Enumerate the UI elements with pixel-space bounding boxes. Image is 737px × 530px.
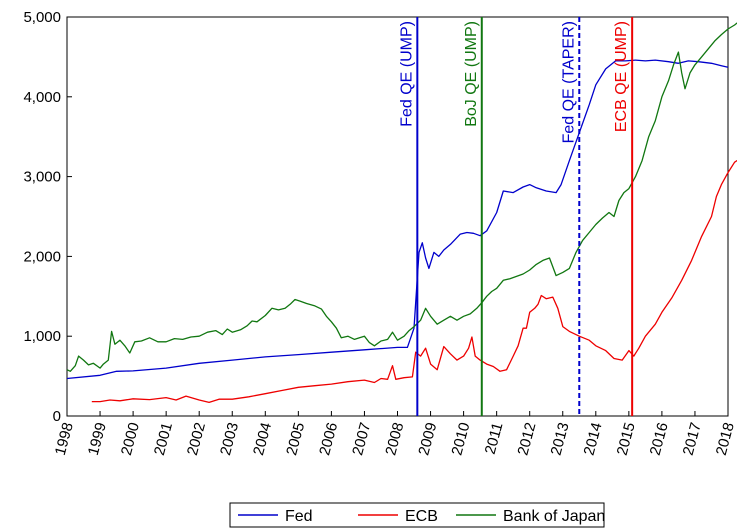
y-tick-label: 3,000 <box>23 169 61 186</box>
x-tick-label: 2009 <box>415 421 440 458</box>
x-tick-label: 2008 <box>382 421 407 458</box>
y-tick-label: 0 <box>53 408 61 425</box>
legend-box <box>229 502 605 528</box>
x-tick-label: 2017 <box>680 421 705 458</box>
y-tick-label: 1,000 <box>23 328 61 345</box>
legend: Fed ECB Bank of Japan <box>229 502 605 528</box>
x-tick-label: 2014 <box>581 421 606 458</box>
series-group <box>66 22 737 404</box>
x-tick-label: 2003 <box>217 421 242 458</box>
x-axis: 1998 1999 2000 2001 2002 2003 2004 2005 2006 2007… <box>52 411 737 457</box>
legend-label: ECB <box>405 508 438 525</box>
x-tick-label: 2018 <box>713 421 737 458</box>
y-axis: 0 1,000 2,000 3,000 4,000 5,000 <box>23 9 72 425</box>
x-tick-label: 2000 <box>118 421 143 458</box>
event-line-label: ECB QE (UMP) <box>613 21 630 132</box>
x-tick-label: 1999 <box>85 421 110 458</box>
x-tick-label: 2005 <box>283 421 308 458</box>
x-tick-label: 2015 <box>614 421 639 458</box>
x-tick-label: 2007 <box>349 421 374 458</box>
x-tick-label: 2013 <box>548 421 573 458</box>
y-tick-label: 5,000 <box>23 9 61 26</box>
x-tick-label: 2006 <box>316 421 341 458</box>
x-tick-label: 2016 <box>647 421 672 458</box>
series-line-fed <box>66 59 729 380</box>
x-tick-label: 2010 <box>448 421 473 458</box>
event-line-label: BoJ QE (UMP) <box>463 21 480 127</box>
y-tick-label: 2,000 <box>23 248 61 265</box>
x-tick-label: 2012 <box>515 421 540 458</box>
event-line-label: Fed QE (UMP) <box>398 21 415 127</box>
series-line-bank-of-japan <box>66 22 737 372</box>
x-tick-label: 1998 <box>52 421 77 458</box>
event-line-label: Fed QE (TAPER) <box>560 21 577 143</box>
y-tick-label: 4,000 <box>23 89 61 106</box>
x-tick-label: 2001 <box>151 421 176 458</box>
x-tick-label: 2011 <box>482 421 507 457</box>
series-line-ecb <box>91 159 737 404</box>
legend-label: Bank of Japan <box>503 508 605 525</box>
legend-label: Fed <box>285 508 313 525</box>
event-lines: Fed QE (UMP) BoJ QE (UMP) Fed QE (TAPER) EC… <box>398 17 634 416</box>
x-tick-label: 2004 <box>250 421 275 458</box>
x-tick-label: 2002 <box>184 421 209 458</box>
